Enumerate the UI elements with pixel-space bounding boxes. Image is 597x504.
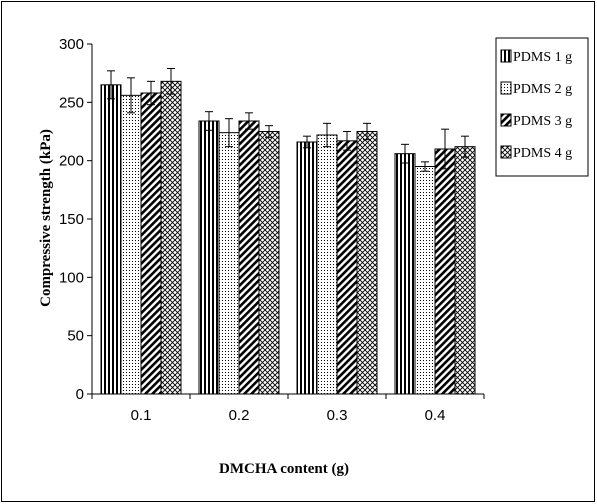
bar	[316, 134, 338, 395]
y-tick-label: 200	[59, 153, 84, 170]
plot-area: 0 50 100 150 200 250 300 0.1 0.2 0.3 0.4	[59, 36, 485, 424]
legend-swatch	[500, 145, 512, 159]
legend-label: PDMS 3 g	[513, 114, 572, 129]
bar	[198, 120, 220, 395]
bar	[218, 132, 240, 395]
bar	[120, 94, 142, 395]
y-tick-label: 300	[59, 36, 84, 53]
x-tick-label: 0.4	[425, 407, 446, 424]
y-tick-label: 100	[59, 269, 84, 286]
bar	[296, 141, 318, 395]
y-tick-label: 50	[67, 328, 84, 345]
bar	[414, 166, 436, 395]
bar	[160, 80, 182, 395]
x-tick-label: 0.1	[131, 407, 152, 424]
bar	[258, 131, 280, 395]
bar	[140, 92, 162, 395]
legend-label: PDMS 2 g	[513, 82, 572, 97]
y-tick-label: 0	[76, 386, 84, 403]
x-tick-label: 0.2	[229, 407, 250, 424]
bar	[336, 140, 358, 395]
legend: PDMS 1 g PDMS 2 g PDMS 3 g PDMS 4 g	[495, 37, 589, 177]
legend-label: PDMS 1 g	[513, 50, 572, 65]
legend-swatch	[500, 49, 512, 63]
bar	[434, 148, 456, 395]
y-axis-title: Compressive strength (kPa)	[38, 129, 54, 307]
y-tick-label: 150	[59, 211, 84, 228]
x-axis-title: DMCHA content (g)	[219, 461, 349, 477]
legend-swatch	[500, 113, 512, 127]
legend-swatch	[500, 81, 512, 95]
x-tick-label: 0.3	[327, 407, 348, 424]
bar	[238, 120, 260, 395]
bar	[454, 146, 476, 395]
bar	[394, 153, 416, 395]
legend-label: PDMS 4 g	[513, 146, 572, 161]
y-tick-label: 250	[59, 94, 84, 111]
bar	[100, 84, 122, 395]
bar	[356, 131, 378, 395]
